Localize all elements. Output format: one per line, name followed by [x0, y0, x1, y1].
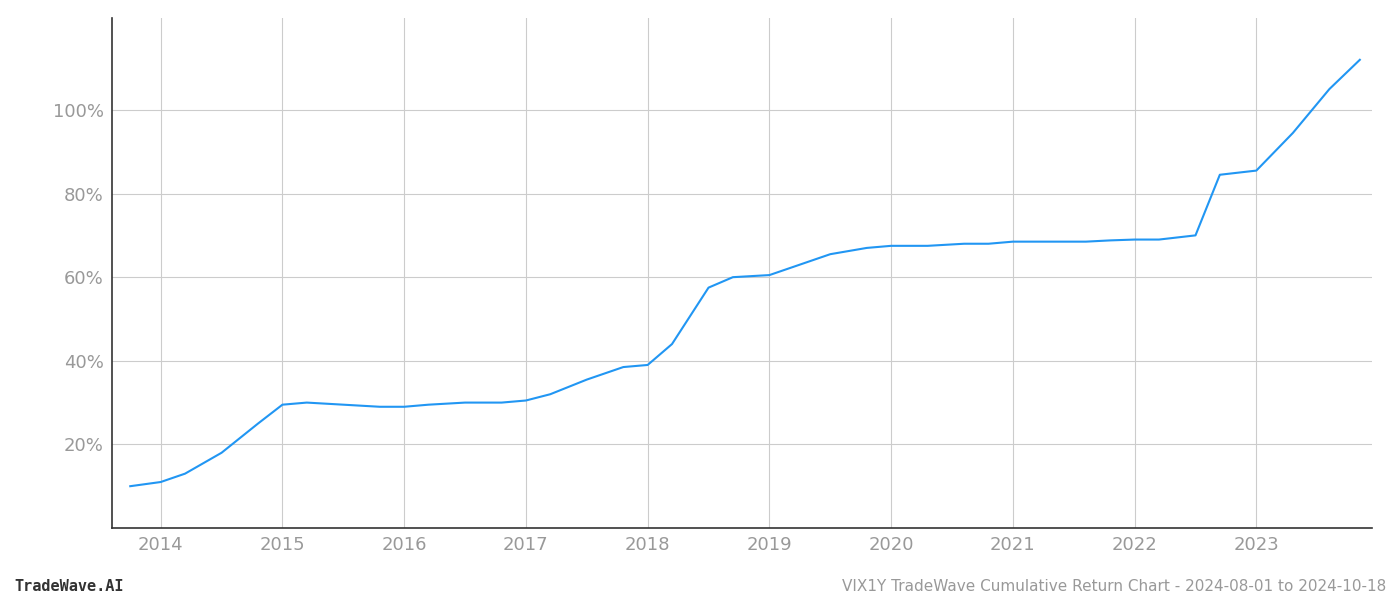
Text: TradeWave.AI: TradeWave.AI — [14, 579, 123, 594]
Text: VIX1Y TradeWave Cumulative Return Chart - 2024-08-01 to 2024-10-18: VIX1Y TradeWave Cumulative Return Chart … — [841, 579, 1386, 594]
